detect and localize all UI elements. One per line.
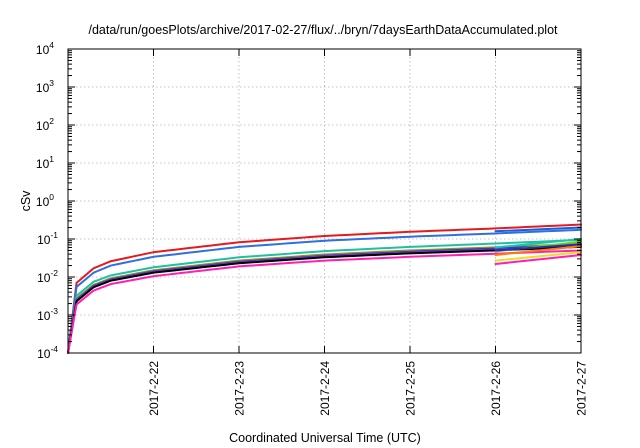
x-tick-label: 2017-2-23	[233, 361, 247, 416]
x-axis-label: Coordinated Universal Time (UTC)	[229, 431, 421, 445]
series-line	[67, 249, 582, 354]
axis-ticks	[68, 48, 582, 354]
y-tick-label: 10-4	[37, 344, 58, 361]
y-tick-label: 10-2	[37, 268, 58, 285]
y-tick-label: 100	[36, 192, 54, 209]
series-line	[494, 245, 582, 256]
y-tick-label: 103	[36, 78, 54, 95]
y-tick-label: 101	[36, 154, 54, 171]
x-tick-label: 2017-2-24	[318, 361, 332, 416]
series-line	[67, 238, 582, 354]
y-tick-label: 104	[36, 40, 54, 57]
y-tick-label: 10-3	[37, 306, 58, 323]
series-line	[494, 238, 582, 249]
x-tick-label: 2017-2-27	[575, 361, 589, 416]
series-line	[67, 223, 582, 354]
data-series	[67, 223, 582, 354]
y-tick-label: 10-1	[37, 230, 58, 247]
x-tick-label: 2017-2-26	[489, 361, 503, 416]
series-line	[67, 228, 582, 354]
series-line	[494, 243, 582, 252]
series-line	[494, 251, 582, 262]
y-axis-label: cSv	[19, 190, 33, 212]
series-line	[494, 226, 582, 233]
grid-lines	[68, 49, 581, 353]
chart-title: /data/run/goesPlots/archive/2017-02-27/f…	[88, 23, 558, 37]
y-tick-labels: 10-4 10-3 10-2 10-1 100 101 102 103 104	[36, 40, 58, 361]
x-tick-label: 2017-2-25	[404, 361, 418, 416]
series-line	[67, 245, 582, 354]
x-tick-labels: 2017-2-22 2017-2-23 2017-2-24 2017-2-25 2017…	[147, 361, 589, 416]
x-tick-label: 2017-2-22	[147, 361, 161, 416]
series-line	[494, 253, 582, 265]
y-tick-label: 102	[36, 116, 54, 133]
